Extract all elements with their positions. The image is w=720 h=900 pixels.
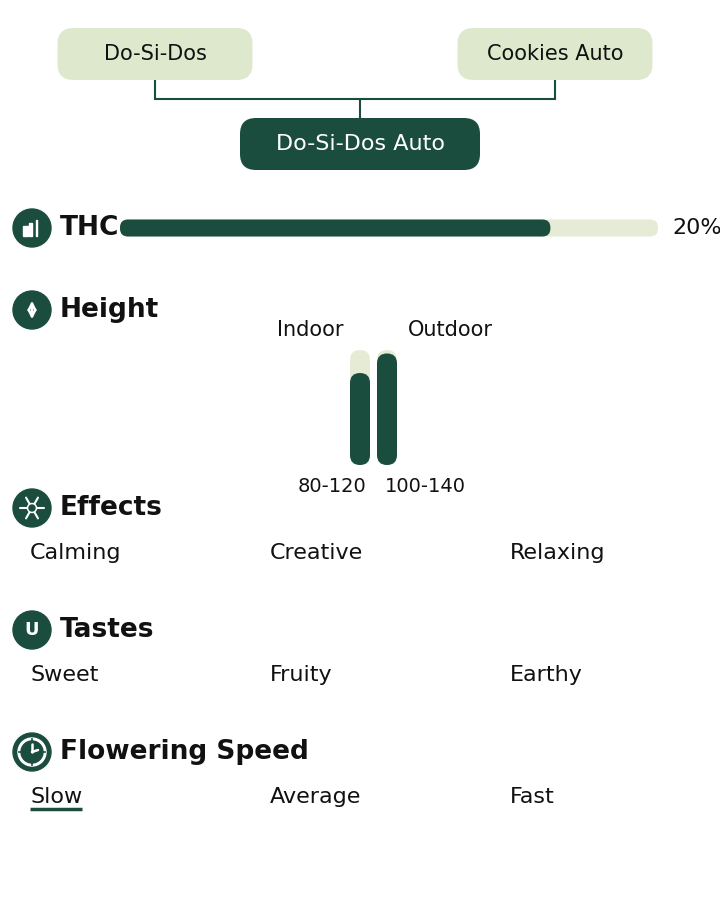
FancyBboxPatch shape bbox=[350, 350, 370, 465]
Text: Outdoor: Outdoor bbox=[408, 320, 492, 340]
Text: 80-120: 80-120 bbox=[297, 478, 366, 497]
Text: Effects: Effects bbox=[60, 495, 163, 521]
Text: Tastes: Tastes bbox=[60, 617, 155, 643]
Circle shape bbox=[13, 733, 51, 771]
Circle shape bbox=[13, 611, 51, 649]
Text: Calming: Calming bbox=[30, 543, 122, 563]
Text: Earthy: Earthy bbox=[510, 665, 583, 685]
Circle shape bbox=[29, 505, 35, 511]
Text: THC: THC bbox=[60, 215, 120, 241]
Text: U: U bbox=[24, 621, 40, 639]
FancyBboxPatch shape bbox=[350, 373, 370, 465]
Text: 20%: 20% bbox=[672, 218, 720, 238]
Text: Cookies Auto: Cookies Auto bbox=[487, 44, 624, 64]
FancyBboxPatch shape bbox=[377, 354, 397, 465]
Text: Indoor: Indoor bbox=[276, 320, 343, 340]
Text: Average: Average bbox=[270, 787, 361, 807]
FancyBboxPatch shape bbox=[120, 220, 550, 237]
Text: Slow: Slow bbox=[30, 787, 82, 807]
FancyBboxPatch shape bbox=[377, 350, 397, 465]
Circle shape bbox=[27, 503, 37, 512]
FancyBboxPatch shape bbox=[120, 220, 658, 237]
Circle shape bbox=[18, 738, 46, 766]
Text: Fruity: Fruity bbox=[270, 665, 333, 685]
Text: Relaxing: Relaxing bbox=[510, 543, 606, 563]
Text: Sweet: Sweet bbox=[30, 665, 99, 685]
Text: Height: Height bbox=[60, 297, 159, 323]
Text: Do-Si-Dos Auto: Do-Si-Dos Auto bbox=[276, 134, 444, 154]
Circle shape bbox=[13, 209, 51, 247]
Circle shape bbox=[13, 291, 51, 329]
Text: Fast: Fast bbox=[510, 787, 554, 807]
Bar bbox=[35, 220, 37, 236]
Text: 100-140: 100-140 bbox=[384, 478, 466, 497]
FancyBboxPatch shape bbox=[58, 28, 253, 80]
FancyBboxPatch shape bbox=[457, 28, 652, 80]
Text: Creative: Creative bbox=[270, 543, 364, 563]
Bar bbox=[22, 226, 27, 236]
Text: Do-Si-Dos: Do-Si-Dos bbox=[104, 44, 207, 64]
Bar bbox=[29, 223, 32, 236]
FancyBboxPatch shape bbox=[240, 118, 480, 170]
Text: Flowering Speed: Flowering Speed bbox=[60, 739, 309, 765]
Circle shape bbox=[21, 741, 43, 763]
Circle shape bbox=[13, 489, 51, 527]
